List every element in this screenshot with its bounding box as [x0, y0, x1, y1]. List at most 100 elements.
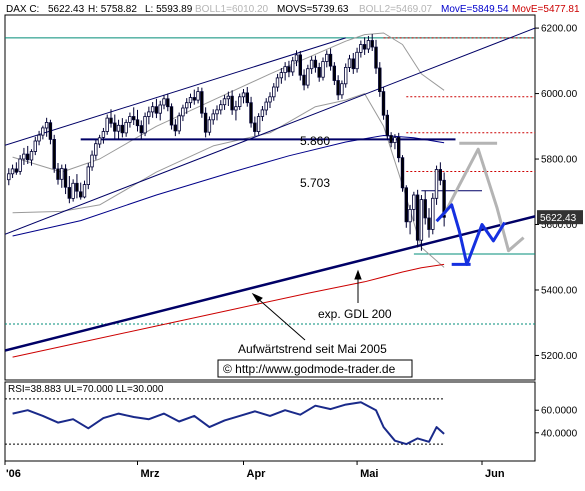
- price-tick-label: 6200.00: [541, 24, 578, 35]
- candle-body: [56, 168, 60, 180]
- candle-body: [203, 112, 208, 133]
- candle-body: [90, 154, 94, 168]
- candle-body: [10, 168, 15, 175]
- candle-body: [116, 124, 121, 132]
- candle-body: [166, 98, 170, 108]
- candle-body: [113, 122, 117, 132]
- candle-body: [158, 104, 162, 114]
- uptrend-line: [5, 215, 535, 352]
- header-move-1: MovE=5849.54: [441, 4, 509, 15]
- candle-body: [381, 91, 386, 116]
- candle-body: [63, 168, 68, 188]
- candle-body: [226, 95, 230, 100]
- bollinger-upper-line: [12, 32, 445, 173]
- time-tick-label: Apr: [247, 468, 267, 480]
- price-series-group: [5, 27, 535, 358]
- candle-body: [404, 187, 408, 223]
- candle-body: [154, 106, 159, 114]
- rsi-panel-frame: [4, 381, 536, 462]
- candle-body: [105, 117, 109, 132]
- candle-body: [264, 101, 268, 111]
- candle-body: [279, 72, 283, 79]
- label-gdl-200: exp. GDL 200: [318, 307, 392, 321]
- candle-body: [184, 102, 189, 109]
- header-movs: MOVS=5739.63: [277, 4, 349, 15]
- candle-body: [298, 54, 302, 76]
- candle-body: [237, 96, 242, 108]
- candle-body: [86, 166, 90, 185]
- candle-body: [150, 106, 155, 113]
- candle-body: [260, 109, 265, 117]
- candle-body: [362, 44, 367, 50]
- price-panel-frame: [4, 14, 536, 381]
- candle-body: [302, 74, 306, 86]
- candle-body: [423, 199, 427, 219]
- candle-body: [219, 104, 223, 111]
- candle-body: [18, 158, 22, 172]
- candle-body: [438, 169, 442, 181]
- current-price-box: [537, 210, 583, 225]
- candle-body: [211, 113, 215, 121]
- candle-body: [408, 208, 412, 223]
- price-tick-label: 5600.00: [541, 220, 578, 231]
- rsi-tick-label: 60.0000: [541, 406, 578, 417]
- candle-body: [343, 67, 348, 85]
- gdl-arrow: [354, 269, 362, 303]
- rsi-plot-area: [5, 398, 445, 446]
- candle-body: [442, 179, 446, 218]
- candle-body: [434, 169, 439, 199]
- candle-body: [79, 191, 83, 198]
- uptrend-arrow: [251, 292, 306, 341]
- label-uptrend: Aufwärtstrend seit Mai 2005: [238, 342, 387, 356]
- candle-body: [215, 109, 219, 115]
- header-boll1: BOLL1=6010.20: [195, 4, 269, 15]
- candle-body: [22, 153, 26, 160]
- candle-body: [290, 60, 295, 73]
- candle-body: [7, 173, 11, 181]
- candle-body: [67, 187, 71, 199]
- candle-body: [283, 66, 287, 73]
- price-plot-area: [5, 27, 535, 358]
- candle-body: [366, 40, 371, 50]
- candle-body: [287, 66, 291, 73]
- header-high: H: 5758.82: [88, 4, 137, 15]
- time-tick-label: '06: [6, 468, 21, 480]
- candle-body: [94, 143, 98, 156]
- candle-body: [393, 136, 397, 143]
- candle-body: [124, 122, 128, 134]
- time-tick-label: Mai: [360, 468, 378, 480]
- candle-body: [313, 59, 318, 68]
- candle-body: [253, 122, 257, 132]
- channel-lower-line: [5, 27, 535, 235]
- candle-body: [120, 124, 124, 134]
- candle-body: [82, 184, 87, 198]
- price-tick-label: 5400.00: [541, 285, 578, 296]
- candle-body: [44, 122, 49, 129]
- candle-body: [275, 77, 280, 88]
- header-move-2: MovE=5477.81: [512, 4, 580, 15]
- candle-body: [33, 140, 37, 152]
- candle-body: [52, 138, 56, 169]
- ema-200-line: [12, 263, 445, 358]
- candle-body: [60, 168, 64, 180]
- label-level-5860: 5.860: [300, 134, 330, 148]
- candle-body: [309, 59, 314, 70]
- candle-body: [412, 194, 416, 210]
- candle-body: [245, 92, 249, 104]
- candle-body: [101, 131, 106, 138]
- header-close: 5622.43: [48, 4, 85, 15]
- candle-body: [374, 46, 378, 69]
- candle-body: [25, 153, 30, 161]
- candle-body: [256, 116, 261, 133]
- candle-body: [396, 136, 401, 159]
- candle-body: [222, 98, 227, 106]
- candle-body: [332, 65, 336, 81]
- candle-body: [400, 157, 405, 189]
- candle-body: [351, 58, 355, 70]
- candle-body: [419, 199, 424, 241]
- rsi-tick-label: 40.0000: [541, 428, 578, 439]
- candle-body: [359, 44, 363, 53]
- candle-body: [294, 54, 299, 62]
- candle-body: [370, 40, 374, 48]
